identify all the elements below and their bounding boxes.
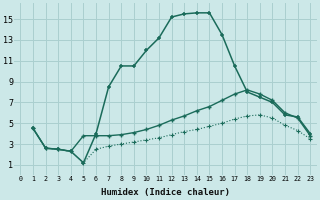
X-axis label: Humidex (Indice chaleur): Humidex (Indice chaleur) — [101, 188, 230, 197]
